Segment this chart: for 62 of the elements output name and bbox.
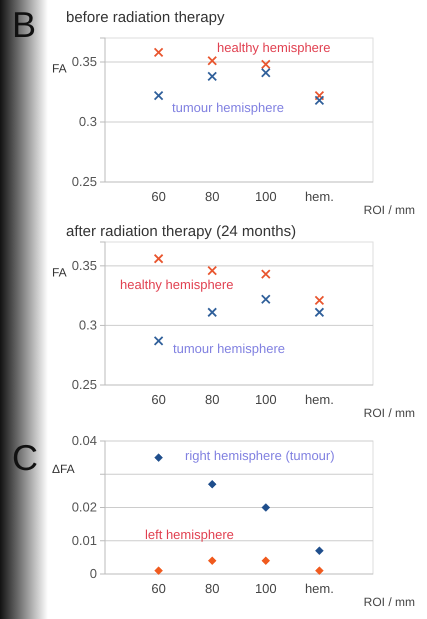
x-tick-label: hem. (304, 392, 334, 408)
x-tick-label: 100 (254, 581, 277, 596)
x-tick-label: hem. (304, 189, 334, 204)
series-label: tumour hemisphere (173, 341, 285, 356)
x-tick-label: 80 (204, 189, 220, 204)
y-tick-label: 0.01 (72, 532, 97, 548)
x-tick-label: 60 (151, 189, 166, 204)
chart-title: after radiation therapy (24 months) (66, 223, 296, 240)
y-tick-label: 0.04 (72, 433, 97, 448)
point (154, 453, 163, 462)
point (262, 503, 270, 512)
series-label: healthy hemisphere (120, 277, 234, 292)
x-tick-label: 80 (204, 581, 220, 596)
point (260, 68, 271, 78)
x-tick-label: 60 (151, 581, 166, 596)
point (154, 566, 163, 575)
point (208, 556, 216, 565)
point (154, 90, 164, 100)
x-tick-label: hem. (304, 581, 334, 596)
y-tick-label: 0.25 (72, 377, 97, 392)
y-tick-label: 0.02 (72, 500, 97, 515)
point (314, 307, 324, 318)
point (315, 566, 324, 575)
y-axis-title: FA (52, 62, 67, 76)
y-tick-label: 0.3 (78, 114, 97, 130)
point (207, 266, 218, 276)
series-label: left hemisphere (145, 527, 234, 542)
point (207, 56, 218, 66)
y-axis-title: FA (52, 265, 67, 280)
point (260, 294, 271, 304)
point (262, 556, 270, 565)
x-axis-title: ROI / mm (364, 203, 416, 217)
y-tick-label: 0.3 (78, 318, 97, 333)
y-axis-title: ΔFA (52, 462, 75, 476)
y-tick-label: 0.35 (72, 258, 97, 273)
chart-title: before radiation therapy (66, 9, 225, 26)
point (154, 254, 164, 264)
point (154, 336, 164, 346)
x-axis-title: ROI / mm (364, 595, 416, 609)
point (154, 48, 164, 58)
point (260, 60, 271, 70)
series-label: tumour hemisphere (172, 100, 284, 115)
point (207, 307, 218, 318)
point (208, 480, 216, 488)
series-label: healthy hemisphere (217, 40, 330, 55)
y-tick-label: 0 (90, 566, 97, 582)
series-label: right hemisphere (tumour) (185, 448, 335, 463)
text: B (12, 4, 36, 45)
point (207, 72, 218, 82)
x-tick-label: 80 (204, 392, 220, 408)
x-tick-label: 60 (151, 392, 166, 408)
x-tick-label: 100 (254, 392, 277, 408)
point (315, 546, 324, 555)
x-axis-title: ROI / mm (364, 406, 416, 420)
text: C (12, 437, 38, 478)
point (314, 90, 324, 100)
y-tick-label: 0.25 (72, 174, 97, 190)
y-tick-label: 0.35 (72, 54, 97, 70)
point (314, 295, 324, 306)
point (260, 269, 271, 280)
x-tick-label: 100 (254, 189, 277, 204)
point (314, 96, 324, 106)
